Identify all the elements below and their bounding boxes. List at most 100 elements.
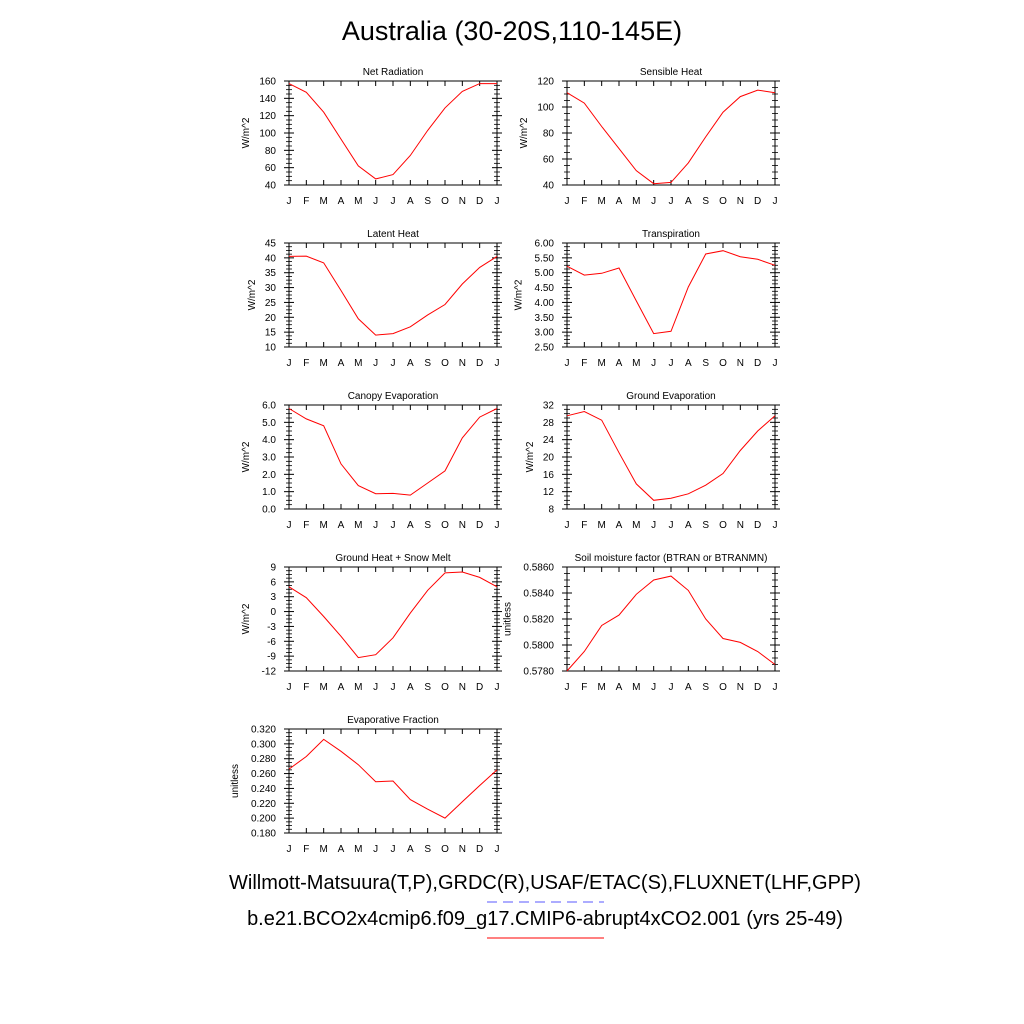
- y-tick-label: -9: [267, 652, 276, 663]
- y-axis-label: W/m^2: [525, 441, 536, 472]
- y-tick-label: 60: [265, 163, 277, 174]
- x-tick-label: M: [632, 196, 640, 207]
- x-tick-label: M: [354, 520, 362, 531]
- y-tick-label: 3: [270, 592, 276, 603]
- y-tick-label: 4.50: [535, 283, 555, 294]
- y-tick-label: 0.5860: [523, 563, 554, 574]
- plot-frame: [288, 242, 498, 348]
- plot-frame: [566, 566, 776, 672]
- y-tick-label: 120: [259, 111, 276, 122]
- y-axis-label: unitless: [502, 602, 513, 636]
- x-tick-label: A: [338, 358, 345, 369]
- panel-title: Canopy Evaporation: [348, 391, 439, 402]
- x-tick-label: O: [719, 196, 727, 207]
- x-tick-label: N: [737, 358, 744, 369]
- y-tick-label: 0.320: [251, 725, 276, 736]
- series-line: [566, 89, 776, 185]
- x-tick-label: A: [616, 520, 623, 531]
- panel-title: Ground Evaporation: [626, 391, 716, 402]
- plot-frame: [288, 566, 498, 672]
- x-tick-label: J: [773, 520, 778, 531]
- y-tick-label: -6: [267, 637, 276, 648]
- x-tick-label: J: [651, 682, 656, 693]
- y-tick-label: 2.0: [262, 470, 276, 481]
- series-line: [566, 410, 776, 501]
- y-tick-label: 0.0: [262, 505, 276, 516]
- x-tick-label: F: [303, 682, 309, 693]
- x-tick-label: D: [754, 196, 761, 207]
- x-tick-label: J: [773, 196, 778, 207]
- y-tick-label: 80: [265, 146, 277, 157]
- x-tick-label: D: [476, 520, 483, 531]
- x-tick-label: S: [424, 682, 431, 693]
- series-line: [288, 255, 498, 336]
- y-tick-label: 120: [537, 77, 554, 88]
- y-tick-label: 40: [265, 181, 277, 192]
- x-tick-label: J: [565, 520, 570, 531]
- x-tick-label: D: [476, 844, 483, 855]
- x-tick-label: J: [565, 682, 570, 693]
- x-tick-label: D: [754, 682, 761, 693]
- y-tick-label: 4.0: [262, 435, 276, 446]
- x-tick-label: J: [287, 844, 292, 855]
- x-tick-label: D: [476, 682, 483, 693]
- y-tick-label: 3.0: [262, 453, 276, 464]
- plot-frame: [288, 80, 498, 186]
- y-tick-label: -3: [267, 622, 276, 633]
- x-tick-label: J: [495, 520, 500, 531]
- x-tick-label: J: [565, 358, 570, 369]
- x-tick-label: M: [319, 520, 327, 531]
- panel-title: Sensible Heat: [640, 67, 702, 78]
- y-tick-label: 35: [265, 268, 277, 279]
- y-tick-label: 100: [259, 129, 276, 140]
- y-axis-label: unitless: [230, 764, 241, 798]
- x-tick-label: A: [338, 196, 345, 207]
- y-tick-label: 0.180: [251, 829, 276, 840]
- y-axis-label: W/m^2: [514, 279, 525, 310]
- y-tick-label: -12: [262, 667, 277, 678]
- x-tick-label: F: [581, 682, 587, 693]
- y-tick-label: 0.5780: [523, 667, 554, 678]
- x-tick-label: J: [651, 358, 656, 369]
- x-tick-label: O: [719, 520, 727, 531]
- x-tick-label: A: [685, 196, 692, 207]
- x-tick-label: S: [702, 196, 709, 207]
- x-tick-label: J: [651, 520, 656, 531]
- x-tick-label: O: [441, 520, 449, 531]
- y-tick-label: 30: [265, 283, 277, 294]
- x-tick-label: A: [685, 682, 692, 693]
- x-tick-label: A: [338, 844, 345, 855]
- x-tick-label: N: [737, 682, 744, 693]
- y-tick-label: 140: [259, 94, 276, 105]
- y-tick-label: 6.0: [262, 401, 276, 412]
- page-title: Australia (30-20S,110-145E): [341, 16, 683, 46]
- x-tick-label: A: [407, 682, 414, 693]
- x-tick-label: F: [303, 844, 309, 855]
- x-tick-label: S: [424, 196, 431, 207]
- series-line: [566, 575, 776, 672]
- x-tick-label: J: [391, 358, 396, 369]
- y-tick-label: 24: [543, 435, 555, 446]
- x-tick-label: J: [669, 196, 674, 207]
- x-tick-label: A: [616, 358, 623, 369]
- x-tick-label: J: [669, 520, 674, 531]
- x-tick-label: M: [632, 358, 640, 369]
- x-tick-label: A: [407, 844, 414, 855]
- x-tick-label: J: [373, 358, 378, 369]
- obs-legend-label: Willmott-Matsuura(T,P),GRDC(R),USAF/ETAC…: [229, 872, 861, 894]
- y-tick-label: 100: [537, 103, 554, 114]
- y-tick-label: 16: [543, 470, 555, 481]
- x-tick-label: J: [391, 196, 396, 207]
- x-tick-label: M: [597, 682, 605, 693]
- x-tick-label: S: [702, 682, 709, 693]
- y-axis-label: W/m^2: [241, 117, 252, 148]
- y-tick-label: 45: [265, 239, 277, 250]
- y-axis-label: W/m^2: [247, 279, 258, 310]
- y-tick-label: 32: [543, 401, 555, 412]
